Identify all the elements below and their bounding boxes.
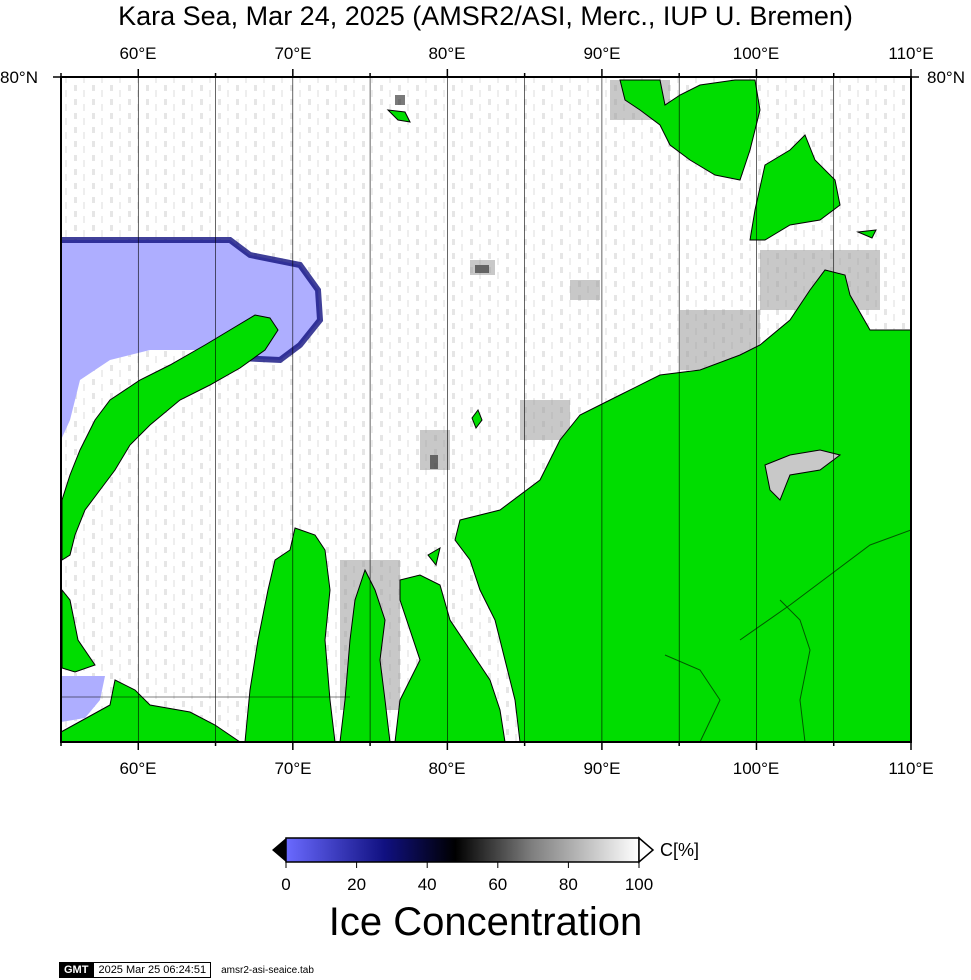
colorbar-ticks xyxy=(285,862,640,868)
taymyr-lake xyxy=(764,449,842,501)
island-small-2 xyxy=(427,546,441,567)
lon-label-bottom: 70°E xyxy=(274,759,312,778)
lon-label-bottom: 100°E xyxy=(732,759,780,778)
lon-label-top: 70°E xyxy=(274,44,312,63)
colorbar-tick-label: 80 xyxy=(558,875,578,894)
lon-label-top: 110°E xyxy=(888,44,934,63)
colorbar-scale xyxy=(285,837,640,863)
colorbar-tick-label: 40 xyxy=(417,875,437,894)
mainland-southwest xyxy=(61,679,241,742)
taymyr-peninsula xyxy=(454,269,911,742)
lat-label-right: 80°N xyxy=(927,68,965,87)
colorbar-tick-label: 0 xyxy=(281,875,291,894)
yamal-peninsula xyxy=(244,527,336,742)
colorbar-high-arrow xyxy=(638,836,655,864)
lon-label-top: 90°E xyxy=(583,44,621,63)
colorbar xyxy=(272,836,655,868)
map-frame xyxy=(60,76,912,743)
frame-ticks xyxy=(53,69,919,750)
map-title: Kara Sea, Mar 24, 2025 (AMSR2/ASI, Merc.… xyxy=(118,1,853,31)
novaya-zemlya xyxy=(61,314,279,561)
colorbar-tick-label: 20 xyxy=(347,875,367,894)
lon-label-bottom: 110°E xyxy=(888,759,934,778)
island-small-1 xyxy=(471,408,483,430)
island-small-3 xyxy=(856,229,877,239)
colorbar-tick-label: 60 xyxy=(488,875,508,894)
land-masses xyxy=(61,79,911,742)
severnaya-zemlya xyxy=(619,79,761,181)
lon-label-top: 80°E xyxy=(428,44,466,63)
gmt-logo: GMT xyxy=(59,962,94,978)
open-water-edge xyxy=(61,237,324,364)
lon-label-top: 60°E xyxy=(119,44,157,63)
lon-label-bottom: 80°E xyxy=(428,759,466,778)
gmt-timestamp: GMT 2025 Mar 25 06:24:51 amsr2-asi-seaic… xyxy=(59,962,314,978)
island-vize xyxy=(386,109,411,123)
filename: amsr2-asi-seaice.tab xyxy=(221,964,314,976)
gydan-east xyxy=(394,574,506,742)
meridian-grid xyxy=(137,77,835,742)
colorbar-tick-label: 100 xyxy=(624,875,654,894)
open-water-southwest xyxy=(61,676,105,722)
lon-label-bottom: 60°E xyxy=(119,759,157,778)
lon-label-bottom: 90°E xyxy=(583,759,621,778)
open-water-barents xyxy=(61,240,320,440)
colorbar-unit: C[%] xyxy=(660,840,700,860)
gydan-peninsula xyxy=(339,568,391,742)
colorbar-title: Ice Concentration xyxy=(328,900,643,944)
timestamp: 2025 Mar 25 06:24:51 xyxy=(93,962,212,978)
rivers xyxy=(664,529,911,742)
colorbar-low-arrow xyxy=(272,838,286,862)
lat-label-left: 80°N xyxy=(0,68,38,87)
bolshevik-island xyxy=(749,134,841,241)
lon-label-top: 100°E xyxy=(732,44,780,63)
